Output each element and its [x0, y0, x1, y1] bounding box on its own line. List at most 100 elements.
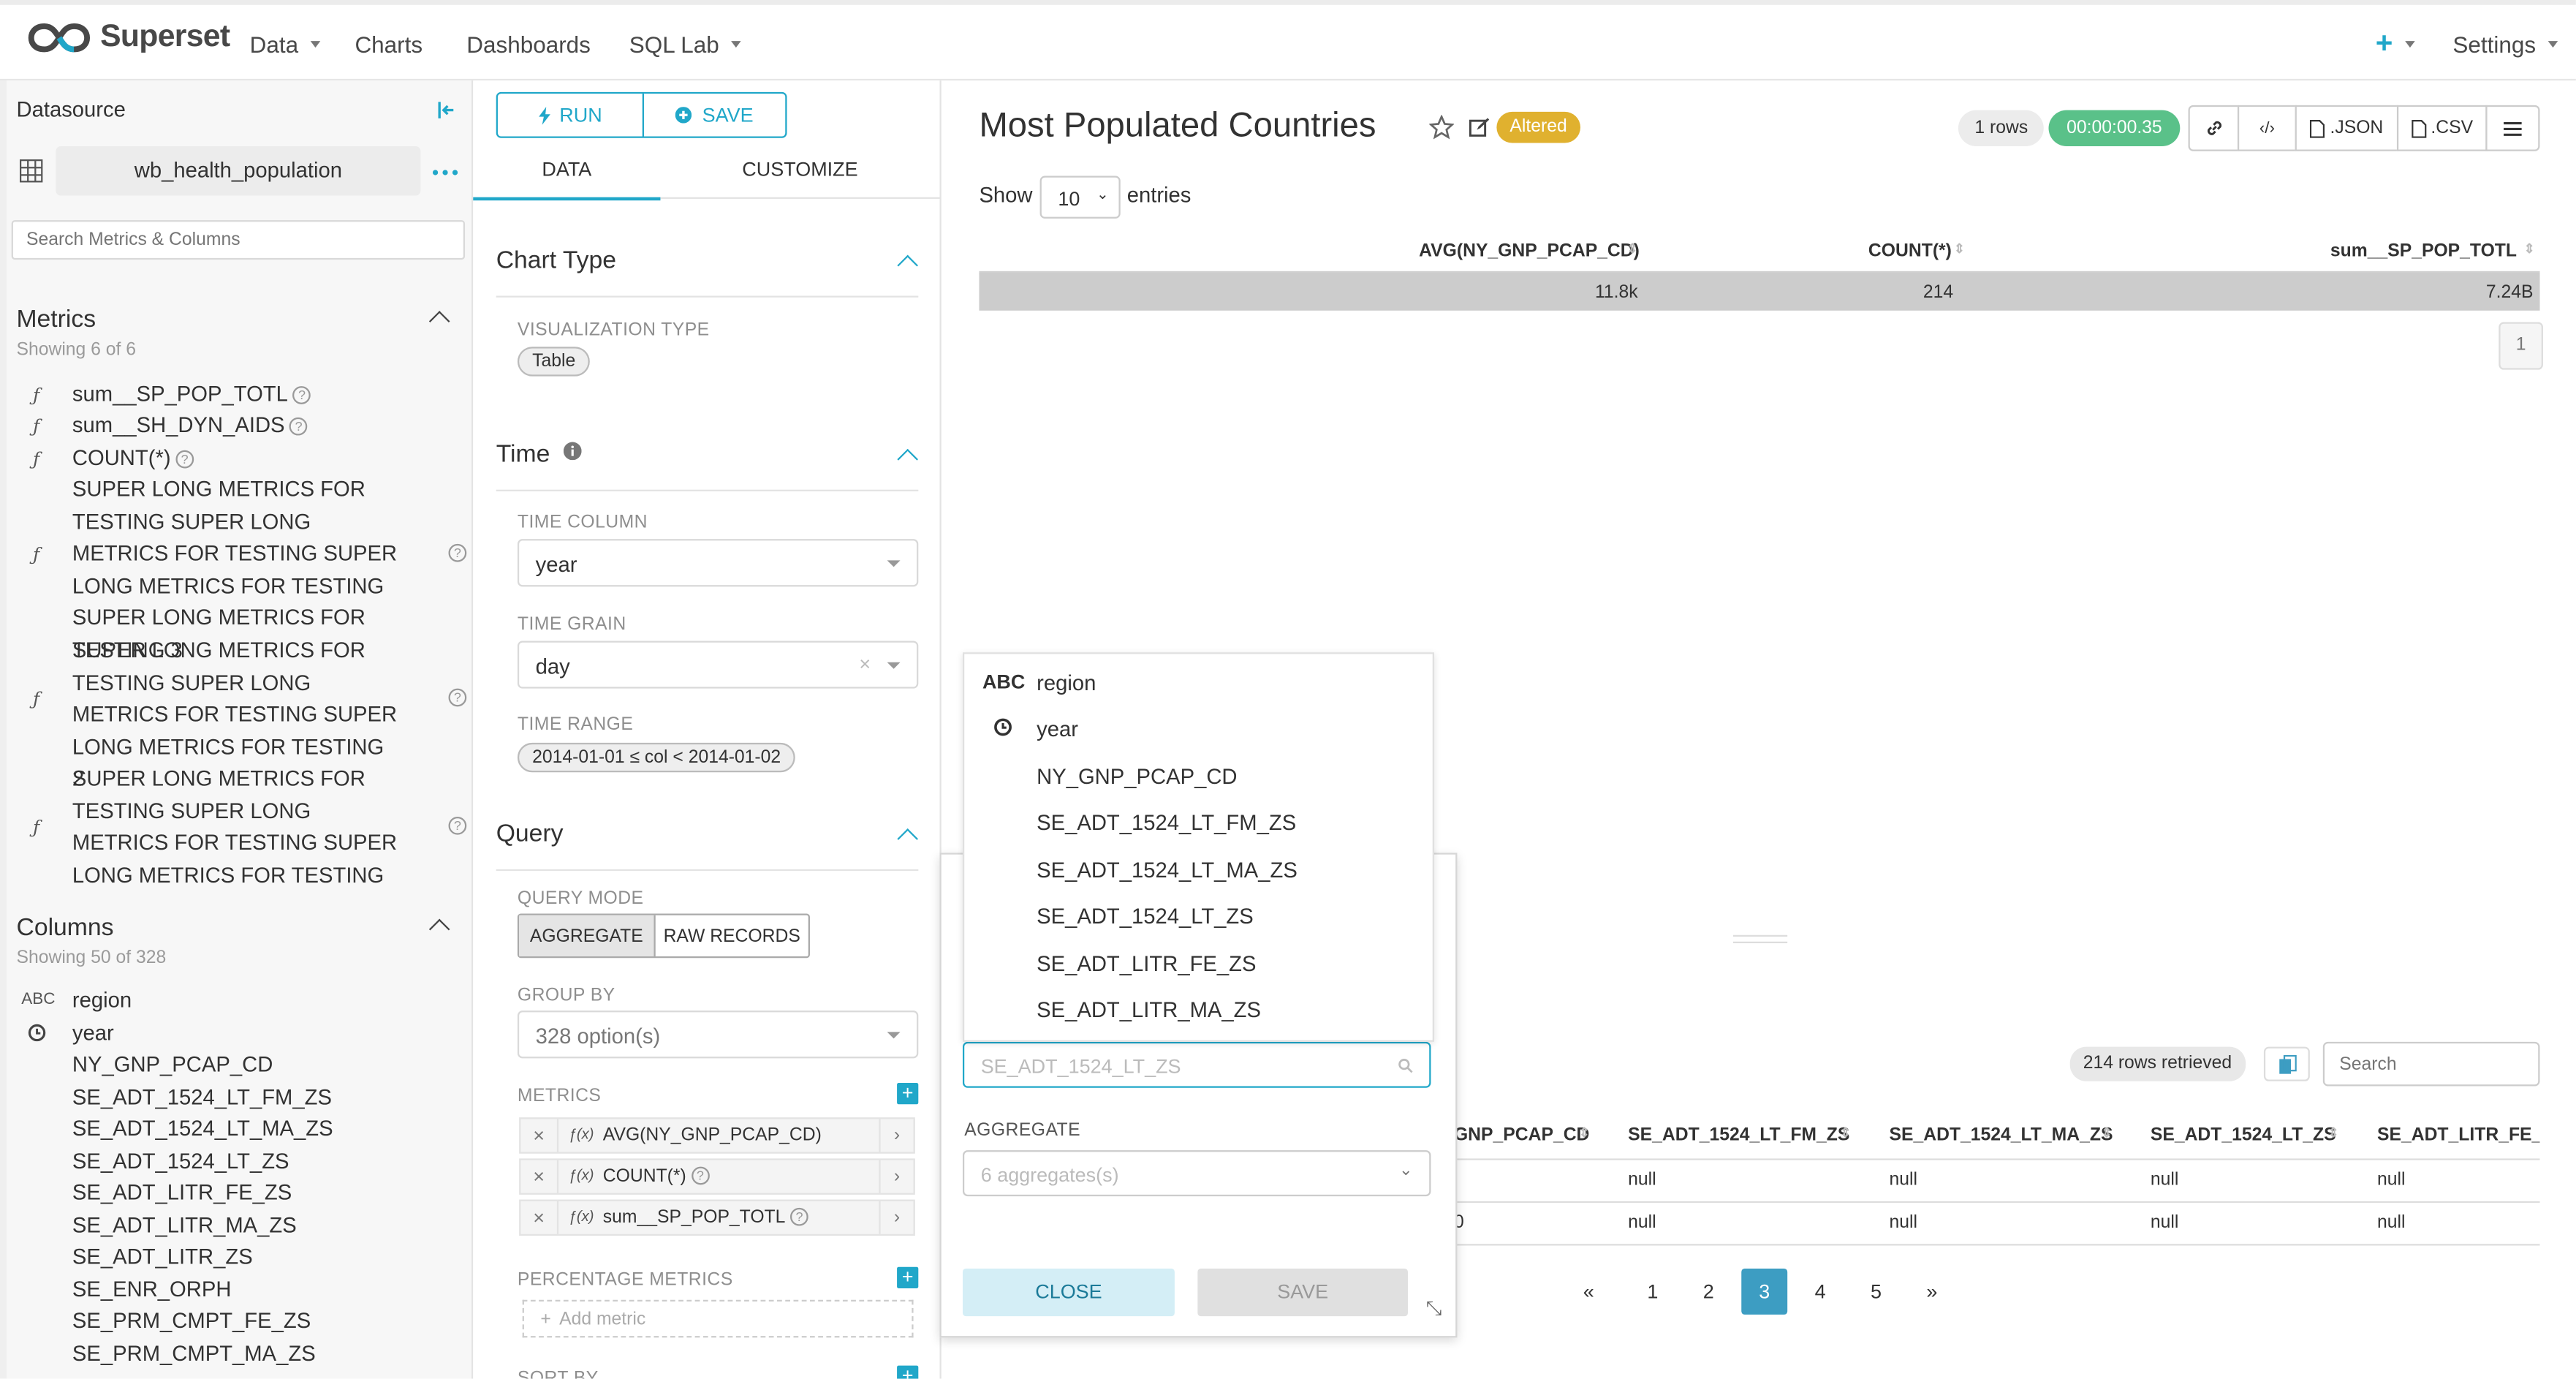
time-grain-select[interactable]: day ×	[517, 641, 919, 689]
new-menu-button[interactable]: +	[2376, 26, 2414, 61]
sort-icon[interactable]: ⇕	[2327, 1125, 2339, 1141]
dropdown-option[interactable]: SE_ADT_1524_LT_ZS	[1037, 904, 1254, 929]
column-item[interactable]: NY_GNP_PCAP_CD	[72, 1051, 273, 1077]
add-sort-icon[interactable]: +	[897, 1364, 919, 1379]
column-select-input[interactable]: SE_ADT_1524_LT_ZS	[962, 1041, 1431, 1088]
column-item[interactable]: year	[72, 1020, 114, 1046]
sort-icon[interactable]: ⇕	[1626, 241, 1638, 257]
column-item[interactable]: SE_ADT_1524_LT_ZS	[72, 1148, 289, 1174]
column-item[interactable]: SE_ADT_LITR_MA_ZS	[72, 1212, 297, 1238]
add-percentage-metric-icon[interactable]: +	[897, 1266, 919, 1288]
pagination-page[interactable]: 5	[1871, 1280, 1882, 1304]
time-section-header[interactable]: Time	[496, 440, 919, 491]
column-header[interactable]: SE_ADT_1524_LT_MA_ZS	[1889, 1125, 2113, 1146]
nav-data[interactable]: Data	[250, 31, 320, 58]
settings-menu[interactable]: Settings	[2452, 31, 2558, 58]
sort-icon[interactable]: ⇕	[2101, 1125, 2113, 1141]
column-header[interactable]: GNP_PCAP_CD	[1453, 1125, 1590, 1146]
time-range-pill[interactable]: 2014-01-01 ≤ col < 2014-01-02	[517, 742, 796, 773]
column-item[interactable]: SE_PRM_CMPT_FE_ZS	[72, 1307, 311, 1333]
column-header[interactable]: AVG(NY_GNP_PCAP_CD)	[1419, 241, 1640, 262]
column-header[interactable]: SE_ADT_1524_LT_ZS	[2150, 1125, 2336, 1146]
aggregate-mode-button[interactable]: AGGREGATE	[519, 915, 656, 956]
column-item[interactable]: SE_ADT_1524_LT_MA_ZS	[72, 1115, 333, 1141]
column-item[interactable]: SE_ADT_LITR_FE_ZS	[72, 1179, 292, 1205]
share-link-button[interactable]	[2188, 105, 2240, 151]
popover-save-button[interactable]: SAVE	[1197, 1268, 1409, 1317]
aggregate-select[interactable]: 6 aggregates(s) ⌄	[962, 1150, 1431, 1197]
add-metric-icon[interactable]: +	[897, 1082, 919, 1105]
pagination-prev[interactable]: «	[1583, 1280, 1594, 1304]
metric-item[interactable]: ƒ SUPER LONG METRICS FOR TESTING SUPER L…	[16, 634, 467, 790]
column-header[interactable]: sum__SP_POP_TOTL	[2330, 241, 2518, 262]
column-item[interactable]: SE_PRM_CMPT_MA_ZS	[72, 1340, 316, 1366]
chart-pagination-page[interactable]: 1	[2499, 322, 2543, 370]
remove-metric-icon[interactable]: ×	[520, 1119, 559, 1152]
sort-icon[interactable]: ⇕	[1578, 1125, 1590, 1141]
save-button[interactable]: SAVE	[644, 94, 785, 136]
entries-select[interactable]: 10 ⌄	[1039, 175, 1121, 219]
sort-icon[interactable]: ⇕	[1840, 1125, 1852, 1141]
pagination-page[interactable]: 4	[1814, 1280, 1826, 1304]
sort-icon[interactable]: ⇕	[1953, 241, 1965, 257]
column-header[interactable]: SE_ADT_LITR_FE_ZS	[2376, 1125, 2539, 1146]
chevron-right-icon[interactable]: ›	[879, 1119, 913, 1152]
column-item[interactable]: SE_ADT_LITR_ZS	[72, 1244, 253, 1269]
sort-icon[interactable]: ⇕	[2523, 241, 2535, 257]
copy-to-clipboard-button[interactable]	[2263, 1046, 2310, 1081]
column-item[interactable]: region	[72, 987, 132, 1013]
chevron-right-icon[interactable]: ›	[879, 1201, 913, 1234]
run-button[interactable]: RUN	[498, 94, 644, 137]
search-metrics-columns-input[interactable]	[11, 220, 466, 260]
dropdown-option[interactable]: SE_ADT_LITR_MA_ZS	[1037, 997, 1261, 1022]
metric-chip[interactable]: × ƒ(x) AVG(NY_GNP_PCAP_CD) ›	[519, 1117, 915, 1154]
altered-badge[interactable]: Altered	[1496, 111, 1580, 143]
tab-data[interactable]: DATA	[473, 151, 661, 201]
resize-corner-icon[interactable]: ⤡	[1425, 1296, 1442, 1320]
remove-metric-icon[interactable]: ×	[520, 1201, 559, 1234]
dropdown-option[interactable]: SE_ADT_LITR_FE_ZS	[1037, 951, 1257, 976]
more-options-icon[interactable]	[432, 169, 458, 175]
resize-handle[interactable]	[1733, 934, 1788, 944]
raw-records-mode-button[interactable]: RAW RECORDS	[663, 926, 800, 946]
dropdown-option[interactable]: NY_GNP_PCAP_CD	[1037, 764, 1238, 789]
pagination-next[interactable]: »	[1926, 1280, 1938, 1304]
collapse-panel-icon[interactable]	[437, 100, 457, 120]
datasource-name[interactable]: wb_health_population	[56, 146, 421, 196]
column-item[interactable]: SE_ENR_ORPH	[72, 1277, 232, 1301]
visualization-type-pill[interactable]: Table	[517, 347, 591, 377]
time-column-select[interactable]: year	[517, 539, 919, 587]
nav-charts[interactable]: Charts	[355, 31, 423, 58]
dropdown-option[interactable]: year	[1037, 716, 1078, 741]
close-button[interactable]: CLOSE	[962, 1268, 1175, 1317]
pagination-page[interactable]: 2	[1702, 1280, 1714, 1304]
chart-type-section-header[interactable]: Chart Type	[496, 246, 919, 298]
dropdown-option[interactable]: SE_ADT_1524_LT_MA_ZS	[1037, 858, 1298, 883]
pagination-page-active[interactable]: 3	[1741, 1268, 1788, 1315]
tab-customize[interactable]: CUSTOMIZE	[660, 151, 940, 199]
more-actions-button[interactable]	[2485, 105, 2540, 151]
query-section-header[interactable]: Query	[496, 820, 919, 872]
export-json-button[interactable]: .JSON	[2295, 105, 2399, 151]
export-csv-button[interactable]: .CSV	[2396, 105, 2488, 151]
add-percentage-metric-button[interactable]: + Add metric	[522, 1299, 914, 1338]
dropdown-option[interactable]: SE_ADT_1524_LT_FM_ZS	[1037, 809, 1297, 835]
chevron-up-icon[interactable]	[428, 311, 450, 332]
brand[interactable]: Superset	[28, 20, 230, 56]
group-by-select[interactable]: 328 option(s)	[517, 1010, 919, 1059]
dropdown-option[interactable]: region	[1037, 670, 1096, 695]
metric-item[interactable]: ƒ SUPER LONG METRICS FOR TESTING SUPER L…	[16, 763, 467, 891]
chevron-right-icon[interactable]: ›	[879, 1160, 913, 1193]
column-header[interactable]: COUNT(*)	[1868, 241, 1952, 262]
metric-item[interactable]: ƒ SUPER LONG METRICS FOR TESTING SUPER L…	[16, 473, 467, 662]
column-header[interactable]: SE_ADT_1524_LT_FM_ZS	[1628, 1125, 1850, 1146]
metric-chip[interactable]: × ƒ(x) COUNT(*)? ›	[519, 1158, 915, 1195]
star-icon[interactable]	[1429, 115, 1454, 140]
nav-dashboards[interactable]: Dashboards	[466, 31, 591, 58]
metric-chip[interactable]: × ƒ(x) sum__SP_POP_TOTL? ›	[519, 1199, 915, 1236]
nav-sql-lab[interactable]: SQL Lab	[629, 31, 741, 58]
chart-title[interactable]: Most Populated Countries	[979, 107, 1376, 145]
pagination-page[interactable]: 1	[1647, 1280, 1659, 1304]
remove-metric-icon[interactable]: ×	[520, 1160, 559, 1193]
clear-icon[interactable]: ×	[859, 652, 871, 676]
